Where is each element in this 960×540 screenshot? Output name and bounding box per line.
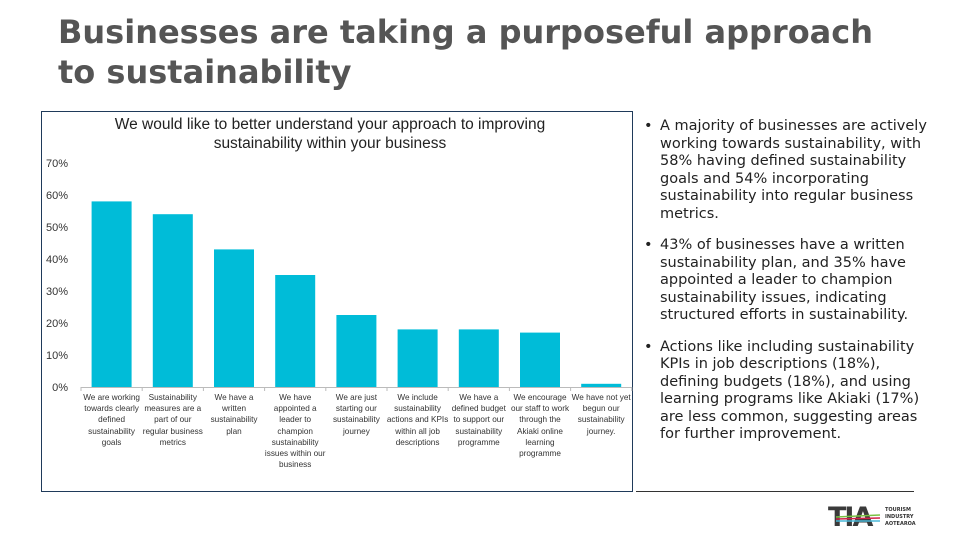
bar xyxy=(458,329,499,387)
bar xyxy=(397,329,438,387)
y-tick-label: 50% xyxy=(46,222,68,234)
x-tick-label: Sustainability measures are a part of ou… xyxy=(142,393,203,447)
y-tick-label: 10% xyxy=(46,350,68,362)
chart-title: We would like to better understand your … xyxy=(114,116,546,152)
svg-text:AOTEAROA: AOTEAROA xyxy=(885,521,916,527)
bullet-item: Actions like including sustainability KP… xyxy=(640,339,940,444)
bar xyxy=(275,275,316,387)
y-tick-label: 60% xyxy=(46,190,68,202)
y-tick-label: 0% xyxy=(52,382,68,394)
chart-frame xyxy=(41,111,633,492)
x-tick-label: We have a defined budget to support our … xyxy=(451,393,506,447)
slide-title: Businesses are taking a purposeful appro… xyxy=(58,13,874,91)
y-tick-label: 20% xyxy=(46,318,68,330)
divider xyxy=(636,491,914,492)
bar xyxy=(336,315,377,387)
bar xyxy=(581,383,622,387)
y-tick-label: 40% xyxy=(46,254,68,266)
x-tick-label: We include sustainability actions and KP… xyxy=(386,393,449,447)
x-tick-label: We have appointed a leader to champion s… xyxy=(264,393,326,470)
bar xyxy=(91,201,132,387)
svg-text:INDUSTRY: INDUSTRY xyxy=(885,514,914,520)
x-tick-label: We are working towards clearly defined s… xyxy=(83,393,140,447)
x-tick-label: We encourage our staff to work through t… xyxy=(510,393,570,459)
y-tick-label: 30% xyxy=(46,286,68,298)
bullet-item: 43% of businesses have a written sustain… xyxy=(640,237,940,325)
bar xyxy=(152,214,193,387)
svg-text:TOURISM: TOURISM xyxy=(885,507,911,513)
y-tick-label: 70% xyxy=(46,158,68,170)
bullet-list: A majority of businesses are actively wo… xyxy=(640,118,940,458)
x-tick-label: We are just starting our sustainability … xyxy=(332,393,380,436)
bar xyxy=(214,249,254,387)
x-tick-label: We have not yet begun our sustainability… xyxy=(571,393,631,436)
tia-logo: TIA TOURISM INDUSTRY AOTEAROA xyxy=(828,502,916,530)
bullet-item: A majority of businesses are actively wo… xyxy=(640,118,940,223)
x-tick-label: We have a written sustainability plan xyxy=(210,393,258,436)
bar xyxy=(520,332,560,387)
